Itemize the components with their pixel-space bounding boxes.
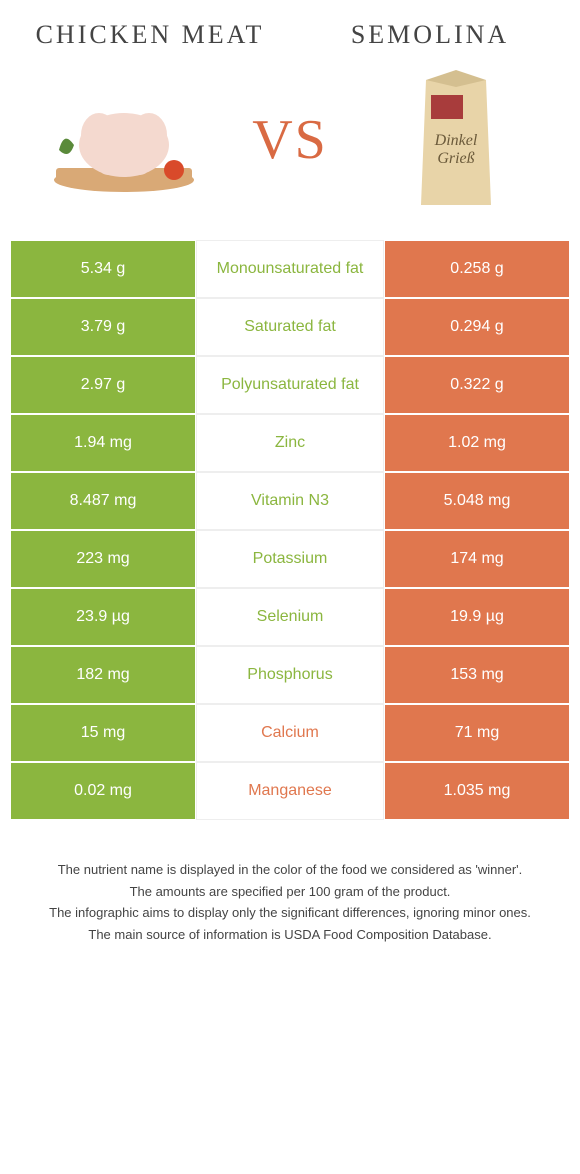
nutrient-table: 5.34 gMonounsaturated fat0.258 g3.79 gSa… <box>10 240 570 820</box>
svg-text:Grieß: Grieß <box>437 150 474 167</box>
footnotes: The nutrient name is displayed in the co… <box>0 820 580 944</box>
nutrient-name: Zinc <box>196 414 384 472</box>
nutrient-row: 182 mgPhosphorus153 mg <box>10 646 570 704</box>
footnote-line: The nutrient name is displayed in the co… <box>30 860 550 880</box>
right-food-title: Semolina <box>290 20 570 50</box>
footnote-line: The infographic aims to display only the… <box>30 903 550 923</box>
left-value: 182 mg <box>10 646 196 704</box>
nutrient-row: 0.02 mgManganese1.035 mg <box>10 762 570 820</box>
left-food-title: Chicken meat <box>10 20 290 50</box>
nutrient-name: Polyunsaturated fat <box>196 356 384 414</box>
left-value: 8.487 mg <box>10 472 196 530</box>
right-value: 5.048 mg <box>384 472 570 530</box>
svg-text:Dinkel: Dinkel <box>434 132 478 149</box>
right-value: 174 mg <box>384 530 570 588</box>
nutrient-row: 2.97 gPolyunsaturated fat0.322 g <box>10 356 570 414</box>
vs-label: VS <box>252 108 328 172</box>
nutrient-row: 223 mgPotassium174 mg <box>10 530 570 588</box>
header-titles: Chicken meat Semolina <box>0 0 580 60</box>
nutrient-name: Phosphorus <box>196 646 384 704</box>
right-value: 19.9 µg <box>384 588 570 646</box>
footnote-line: The main source of information is USDA F… <box>30 925 550 945</box>
left-value: 1.94 mg <box>10 414 196 472</box>
nutrient-name: Vitamin N3 <box>196 472 384 530</box>
nutrient-name: Manganese <box>196 762 384 820</box>
nutrient-row: 8.487 mgVitamin N35.048 mg <box>10 472 570 530</box>
right-value: 71 mg <box>384 704 570 762</box>
right-value: 1.035 mg <box>384 762 570 820</box>
left-value: 0.02 mg <box>10 762 196 820</box>
right-value: 0.294 g <box>384 298 570 356</box>
nutrient-row: 15 mgCalcium71 mg <box>10 704 570 762</box>
right-value: 153 mg <box>384 646 570 704</box>
footnote-line: The amounts are specified per 100 gram o… <box>30 882 550 902</box>
nutrient-name: Calcium <box>196 704 384 762</box>
right-value: 0.258 g <box>384 240 570 298</box>
nutrient-name: Potassium <box>196 530 384 588</box>
nutrient-name: Monounsaturated fat <box>196 240 384 298</box>
left-value: 15 mg <box>10 704 196 762</box>
right-value: 1.02 mg <box>384 414 570 472</box>
chicken-image <box>44 70 204 210</box>
left-value: 2.97 g <box>10 356 196 414</box>
left-value: 23.9 µg <box>10 588 196 646</box>
left-value: 5.34 g <box>10 240 196 298</box>
left-value: 3.79 g <box>10 298 196 356</box>
nutrient-row: 5.34 gMonounsaturated fat0.258 g <box>10 240 570 298</box>
nutrient-row: 3.79 gSaturated fat0.294 g <box>10 298 570 356</box>
images-row: VS Dinkel Grieß <box>0 60 580 240</box>
semolina-image: Dinkel Grieß <box>376 70 536 210</box>
nutrient-name: Selenium <box>196 588 384 646</box>
right-value: 0.322 g <box>384 356 570 414</box>
nutrient-row: 23.9 µgSelenium19.9 µg <box>10 588 570 646</box>
nutrient-name: Saturated fat <box>196 298 384 356</box>
left-value: 223 mg <box>10 530 196 588</box>
nutrient-row: 1.94 mgZinc1.02 mg <box>10 414 570 472</box>
